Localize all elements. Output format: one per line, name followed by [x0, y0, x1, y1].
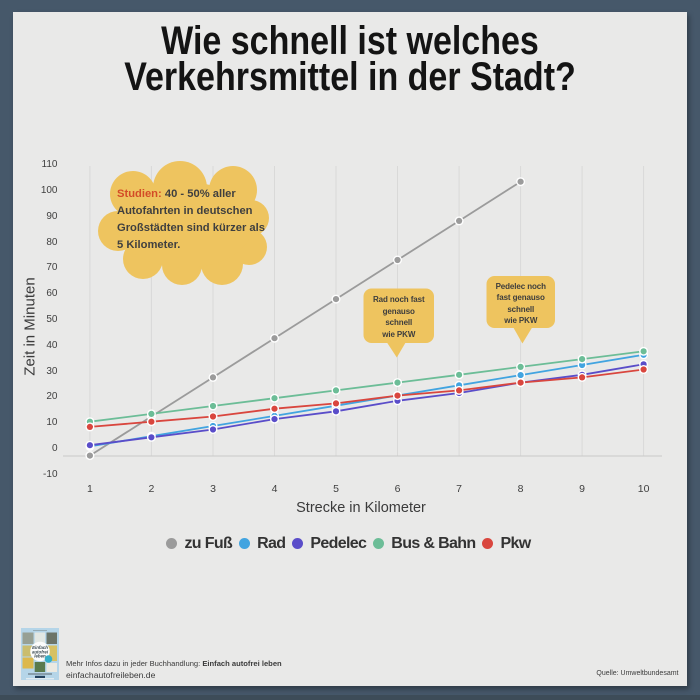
svg-text:Einfach: Einfach [32, 645, 48, 650]
svg-text:autofrei: autofrei [32, 650, 49, 655]
svg-text:leben: leben [35, 654, 47, 659]
